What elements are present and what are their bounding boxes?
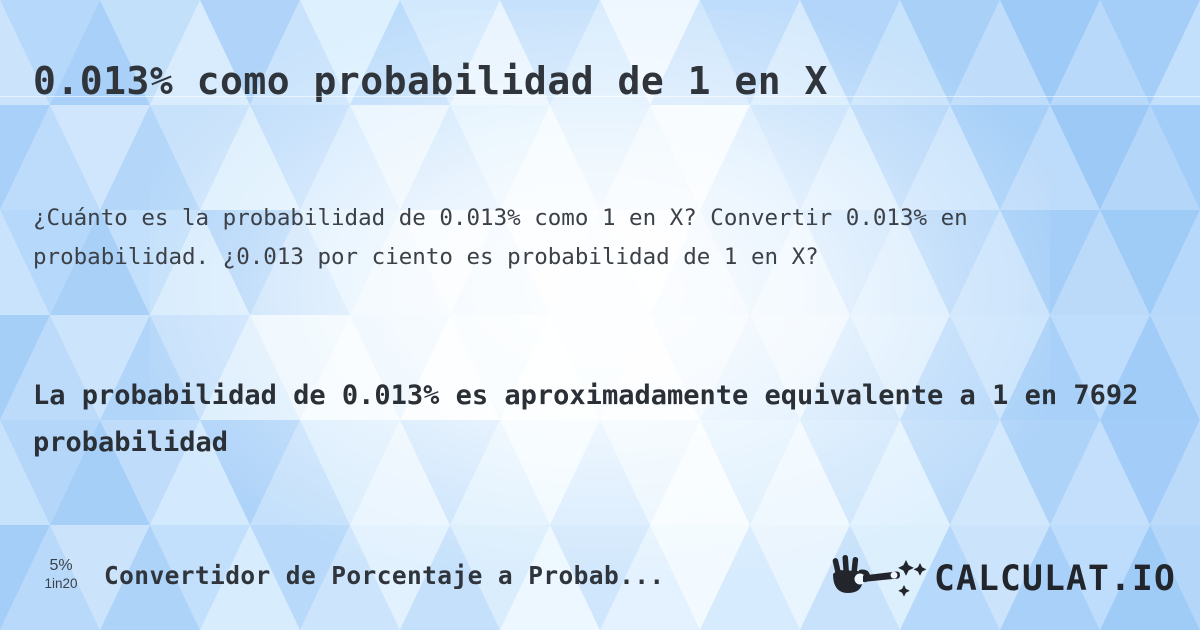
percent-ratio-badge: 5% 1in20: [30, 556, 92, 592]
calculatio-wordmark: CALCULAT.IO: [934, 559, 1176, 599]
header-divider: [0, 96, 1200, 97]
footer: 5% 1in20 Convertidor de Porcentaje a Pro…: [0, 544, 1200, 630]
badge-percent-label: 5%: [49, 557, 73, 574]
page-title: 0.013% como probabilidad de 1 en X: [33, 59, 828, 104]
tool-name: Convertidor de Porcentaje a Probab...: [104, 561, 665, 590]
calculatio-logo[interactable]: CALCULAT.IO: [830, 554, 1182, 600]
answer-text: La probabilidad de 0.013% es aproximadam…: [33, 380, 1139, 458]
svg-text:CALCULAT.IO: CALCULAT.IO: [934, 559, 1176, 599]
badge-ratio-label: 1in20: [44, 576, 78, 591]
intro-paragraph: ¿Cuánto es la probabilidad de 0.013% com…: [33, 204, 968, 270]
hand-magic-wand-icon: [832, 555, 927, 597]
